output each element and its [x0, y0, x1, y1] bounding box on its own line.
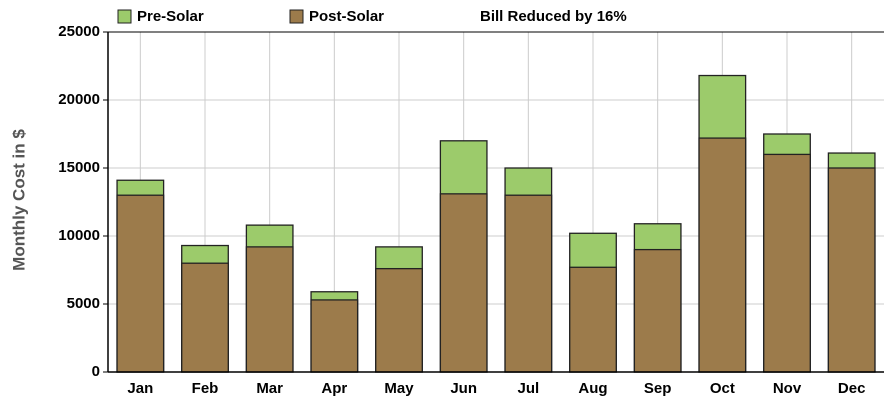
y-tick-label: 0 — [92, 363, 100, 380]
bar — [633, 248, 682, 373]
x-tick-label: Nov — [773, 380, 802, 397]
legend-label: Post-Solar — [309, 8, 384, 25]
y-tick-label: 25000 — [58, 23, 100, 40]
y-tick-label: 15000 — [58, 159, 100, 176]
x-tick-label: Dec — [838, 380, 866, 397]
x-tick-label: Feb — [192, 380, 219, 397]
x-tick-label: May — [384, 380, 414, 397]
y-tick-label: 20000 — [58, 91, 100, 108]
bar — [504, 194, 553, 373]
x-tick-label: Aug — [578, 380, 607, 397]
legend-swatch — [289, 9, 304, 24]
x-tick-label: Jun — [450, 380, 477, 397]
x-tick-label: Oct — [710, 380, 735, 397]
y-tick-label: 5000 — [67, 295, 100, 312]
y-tick-label: 10000 — [58, 227, 100, 244]
x-tick-label: Jan — [127, 380, 153, 397]
bar — [569, 266, 617, 373]
bar — [245, 246, 294, 373]
bar — [698, 137, 747, 373]
bar — [116, 194, 165, 373]
legend-swatch — [117, 9, 132, 24]
bar — [827, 167, 876, 373]
bar — [310, 299, 359, 373]
legend-label: Pre-Solar — [137, 8, 204, 25]
x-tick-label: Mar — [256, 380, 283, 397]
y-axis-label: Monthly Cost in $ — [9, 129, 28, 271]
bar — [763, 153, 811, 373]
x-tick-label: Sep — [644, 380, 672, 397]
bar — [181, 262, 229, 373]
bar — [375, 267, 423, 373]
annotation: Bill Reduced by 16% — [480, 8, 627, 25]
x-tick-label: Jul — [517, 380, 539, 397]
x-tick-label: Apr — [321, 380, 347, 397]
bar — [439, 193, 488, 373]
